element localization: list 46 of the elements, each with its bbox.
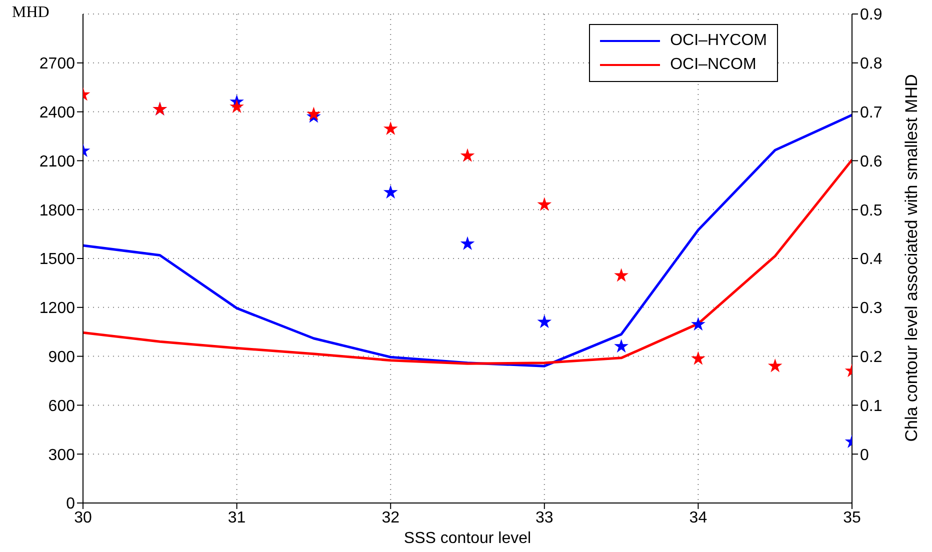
x-tick-label: 31 <box>228 509 246 526</box>
y2-tick-label: 0.4 <box>860 251 882 268</box>
y2-tick-label: 0.6 <box>860 153 882 170</box>
x-tick-label: 32 <box>382 509 400 526</box>
x-axis-title: SSS contour level <box>404 530 532 547</box>
x-tick-label: 33 <box>536 509 554 526</box>
y-tick-label: 2700 <box>39 56 76 73</box>
y-tick-label: 2400 <box>39 104 76 122</box>
point <box>614 338 628 353</box>
x-tick-label: 30 <box>74 509 92 526</box>
line-series <box>83 158 852 365</box>
x-tick-label: 34 <box>689 509 708 526</box>
y-tick-label: 600 <box>48 398 76 415</box>
y2-tick-label: 0.8 <box>860 56 882 73</box>
y2-tick-label: 0.2 <box>860 348 882 366</box>
line-series <box>83 114 852 368</box>
y-tick-label: 0 <box>66 496 76 513</box>
y-tick-label: 900 <box>48 348 76 366</box>
y2-tick-label: 0.5 <box>860 202 882 220</box>
point <box>460 236 475 250</box>
point <box>383 121 398 136</box>
y-tick-label: 1500 <box>39 251 76 268</box>
point <box>691 316 706 331</box>
y2-tick-label: 0.9 <box>860 6 882 24</box>
point <box>460 148 475 162</box>
y2-tick-label: 0.7 <box>860 104 882 122</box>
y2-axis-title: Chla contour level associated with smallest MHD <box>902 74 922 442</box>
legend-label: OCI–NCOM <box>670 55 756 75</box>
y-axis-title: MHD <box>12 4 50 22</box>
point <box>537 314 552 328</box>
legend-label: OCI–HYCOM <box>670 31 767 51</box>
point <box>306 106 321 120</box>
point <box>230 99 244 114</box>
y2-tick-label: 0.1 <box>860 398 882 415</box>
y2-tick-label: 0 <box>860 446 869 464</box>
y-tick-label: 300 <box>48 446 76 464</box>
point <box>614 268 628 282</box>
point <box>691 351 706 365</box>
point <box>537 197 552 211</box>
y-tick-label: 1200 <box>39 300 76 318</box>
point <box>768 358 782 372</box>
y-tick-label: 1800 <box>39 202 76 220</box>
y-tick-label: 2100 <box>39 153 76 170</box>
x-tick-label: 35 <box>843 509 861 526</box>
y2-tick-label: 0.3 <box>860 300 882 318</box>
point <box>383 184 398 199</box>
